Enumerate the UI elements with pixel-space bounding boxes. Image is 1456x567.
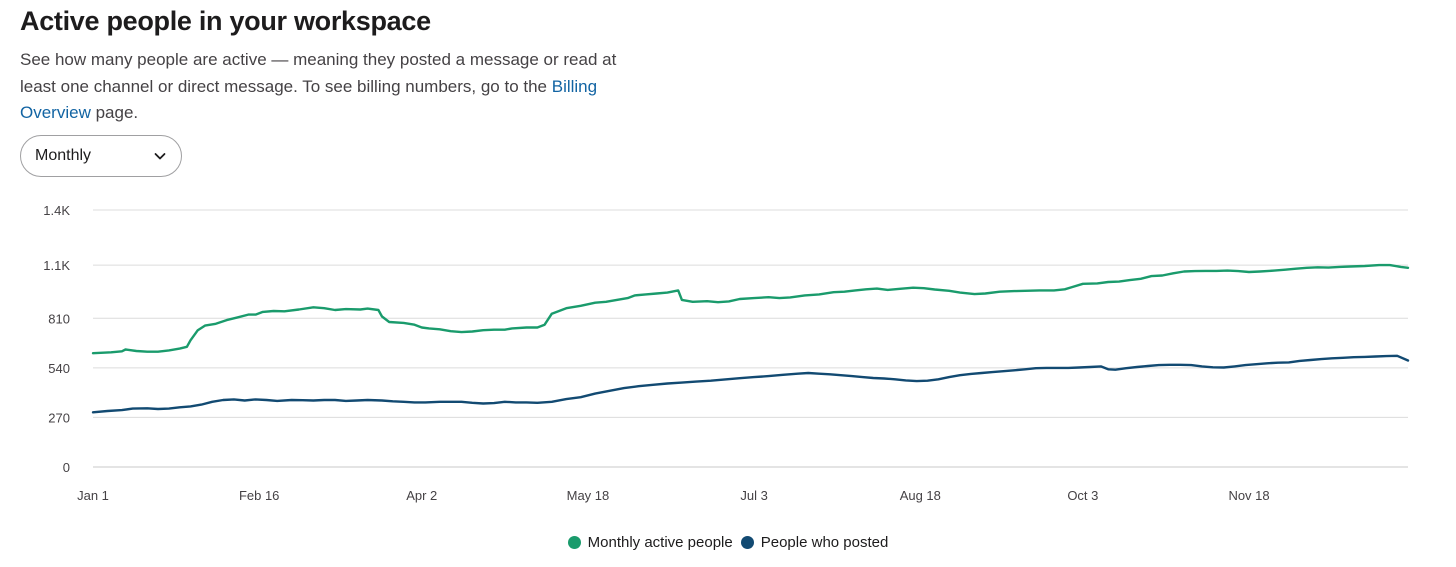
billing-overview-link[interactable]: Billing Overview: [20, 76, 598, 123]
y-tick-label: 1.4K: [43, 203, 70, 218]
period-select-value: Monthly: [35, 147, 92, 164]
x-tick-label: May 18: [567, 488, 610, 503]
x-tick-label: Apr 2: [406, 488, 437, 503]
page-title: Active people in your workspace: [20, 6, 431, 36]
active-people-chart: 0 270 540 810 1.1K 1.4K Jan 1 Feb 16 Apr 2 May 18…: [43, 203, 1410, 503]
y-tick-label: 540: [48, 361, 70, 376]
legend-item-posted[interactable]: People who posted: [740, 534, 889, 551]
description-suffix: page.: [95, 103, 139, 122]
legend-label-posted: People who posted: [760, 534, 889, 551]
x-tick-label: Feb 16: [239, 488, 279, 503]
series-line-monthly-active[interactable]: [91, 263, 1410, 355]
y-tick-label: 0: [63, 460, 70, 475]
x-tick-label: Jan 1: [77, 488, 109, 503]
x-tick-label: Oct 3: [1067, 488, 1098, 503]
description-text: See how many people are active — meaning…: [20, 50, 617, 96]
x-tick-label: Jul 3: [740, 488, 767, 503]
y-tick-label: 1.1K: [43, 258, 70, 273]
y-tick-label: 810: [48, 311, 70, 326]
legend-label-active: Monthly active people: [587, 534, 733, 551]
series-line-people-posted[interactable]: [91, 354, 1410, 414]
y-tick-label: 270: [48, 410, 70, 425]
legend-dot-active: [567, 536, 581, 549]
x-tick-label: Aug 18: [900, 488, 941, 503]
x-tick-label: Nov 18: [1228, 488, 1269, 503]
page-description: See how many people are active — meaning…: [20, 47, 640, 127]
chart-legend: Monthly active people People who posted: [0, 534, 1456, 551]
period-select[interactable]: Monthly: [20, 135, 182, 177]
chevron-down-icon: [153, 149, 167, 163]
legend-item-active[interactable]: Monthly active people: [567, 534, 733, 551]
legend-dot-posted: [740, 536, 754, 549]
